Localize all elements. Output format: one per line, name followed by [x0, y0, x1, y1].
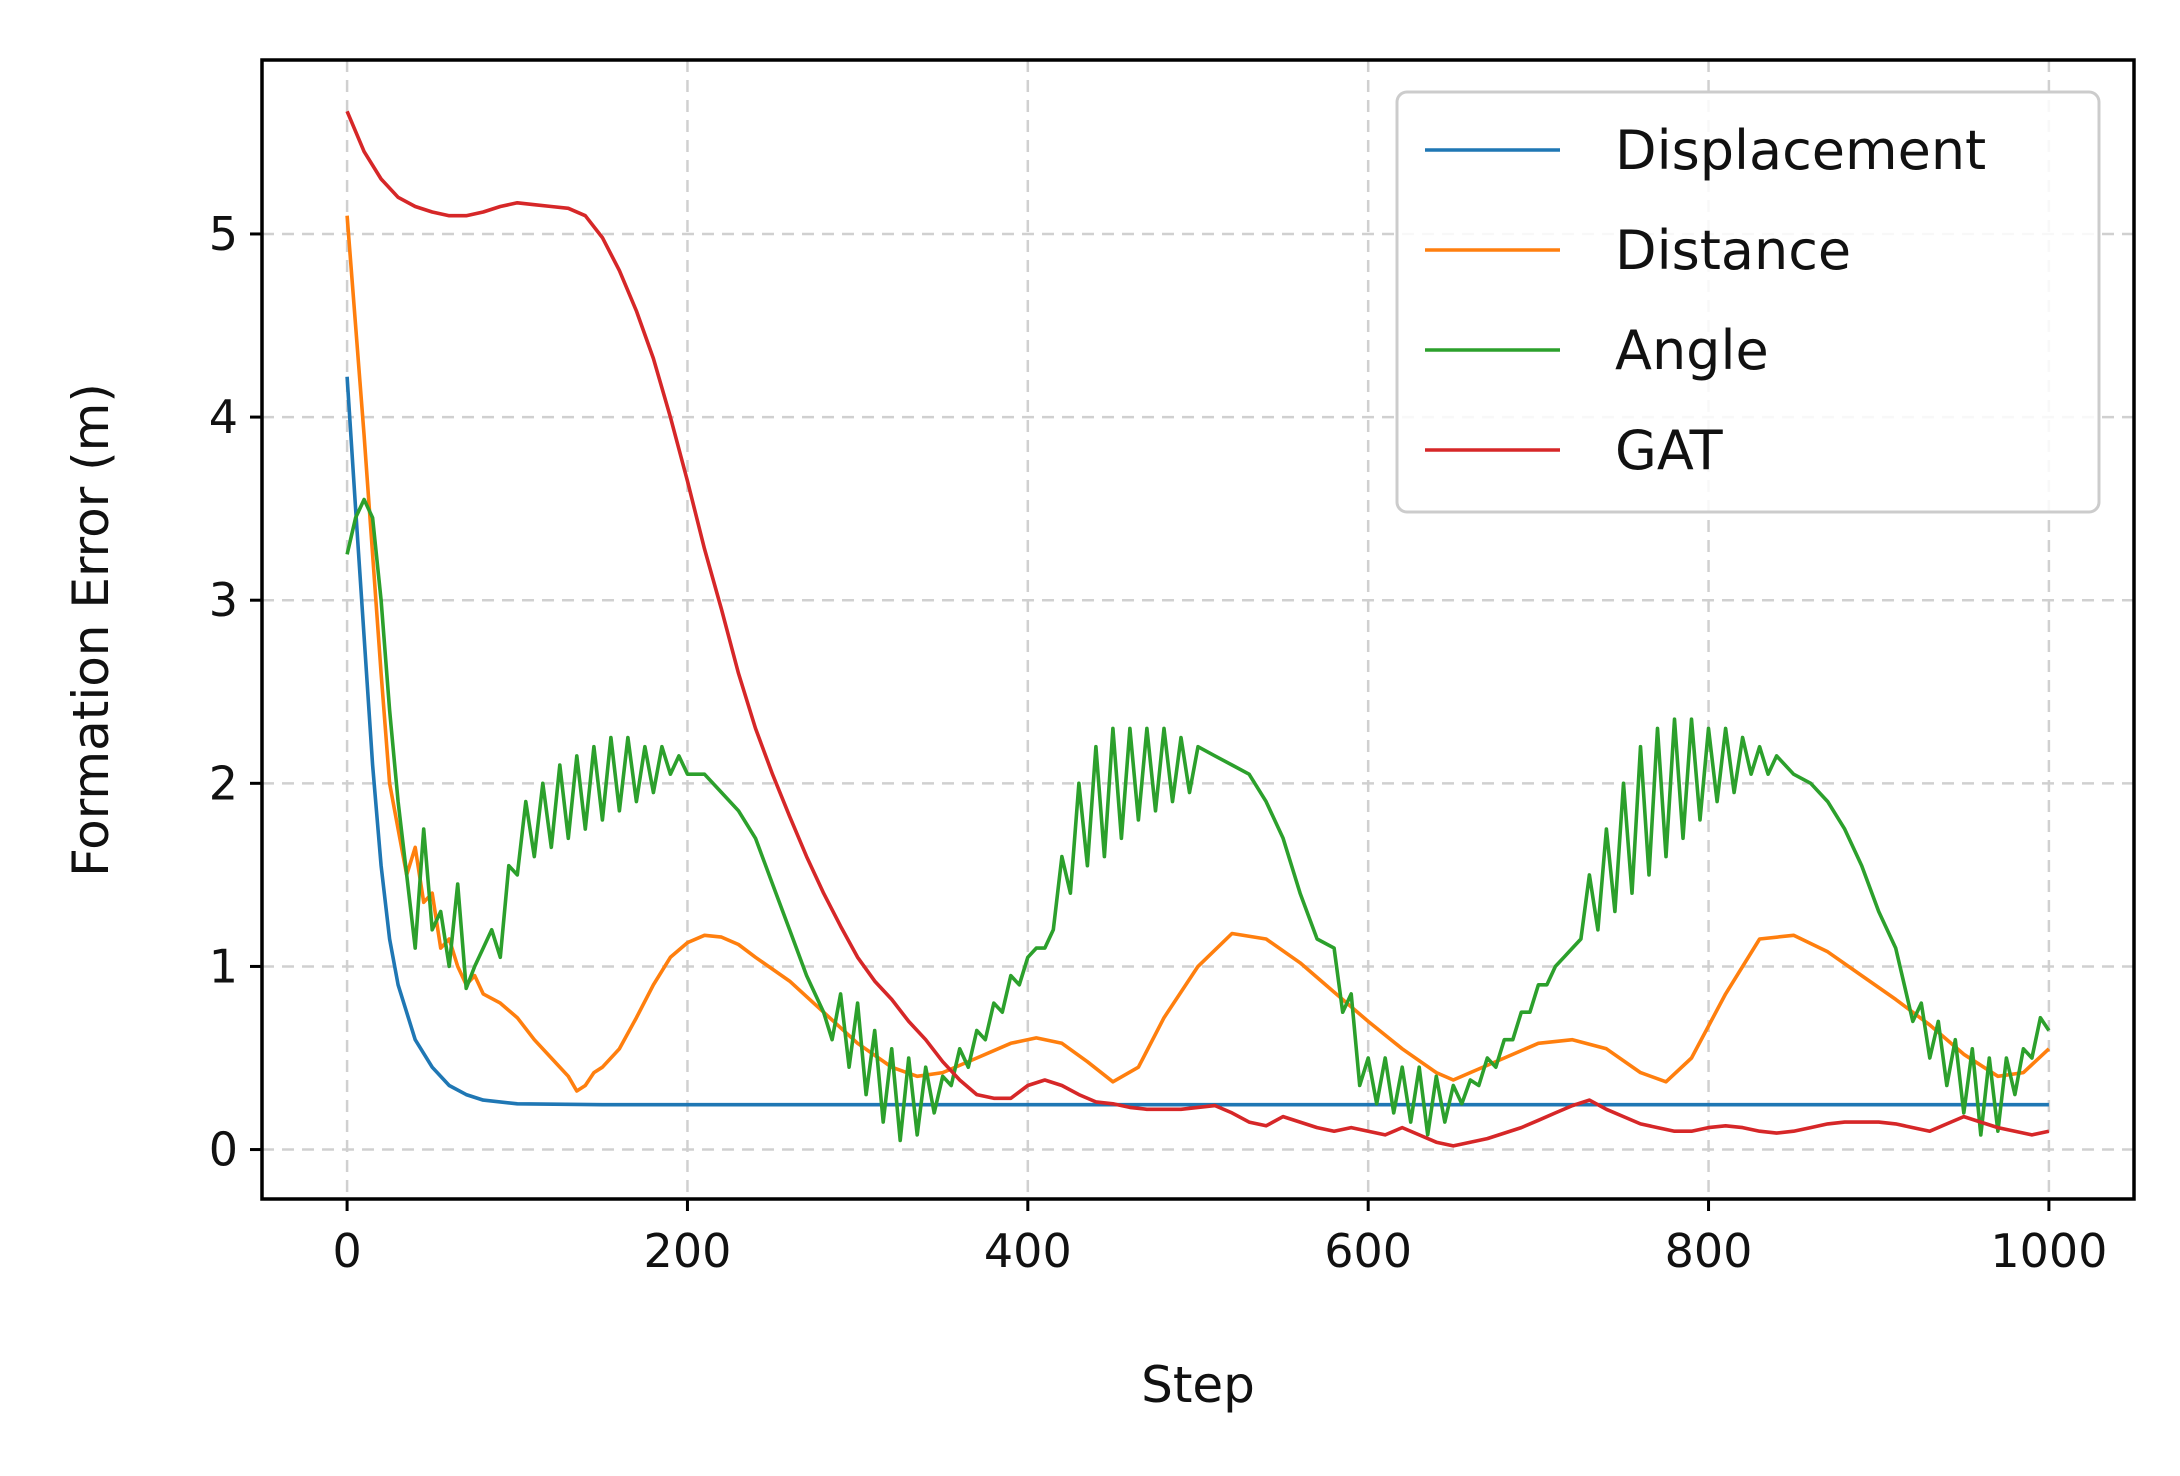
y-tick-label: 4	[209, 390, 238, 444]
legend-label: Displacement	[1615, 119, 1986, 182]
x-tick-label: 0	[332, 1224, 361, 1278]
x-tick-label: 200	[644, 1224, 732, 1278]
legend-label: Angle	[1615, 319, 1769, 382]
legend-box	[1395, 90, 2101, 514]
series-layer	[345, 110, 2051, 1148]
ticks: 0 200 400 600 800 1000 0 1 2 3 4 5	[209, 207, 2108, 1278]
x-axis-label: Step	[1141, 1356, 1255, 1414]
plot-area	[345, 110, 2051, 1148]
axes-frame	[260, 58, 2136, 1201]
legend-label: Distance	[1615, 219, 1851, 282]
legend: Displacement Distance Angle GAT	[1395, 90, 2101, 514]
series-line-angle	[345, 497, 2051, 1143]
y-axis-label: Formation Error (m)	[62, 383, 120, 877]
legend-label: GAT	[1615, 419, 1724, 482]
x-tick-label: 600	[1324, 1224, 1412, 1278]
x-tick-label: 400	[984, 1224, 1072, 1278]
y-tick-label: 1	[209, 939, 238, 993]
y-tick-label: 0	[209, 1123, 238, 1177]
series-line-gat	[345, 110, 2050, 1148]
y-tick-label: 5	[209, 207, 238, 261]
x-tick-label: 1000	[1990, 1224, 2107, 1278]
y-tick-label: 3	[209, 573, 238, 627]
x-tick-label: 800	[1665, 1224, 1753, 1278]
y-tick-label: 2	[209, 756, 238, 810]
